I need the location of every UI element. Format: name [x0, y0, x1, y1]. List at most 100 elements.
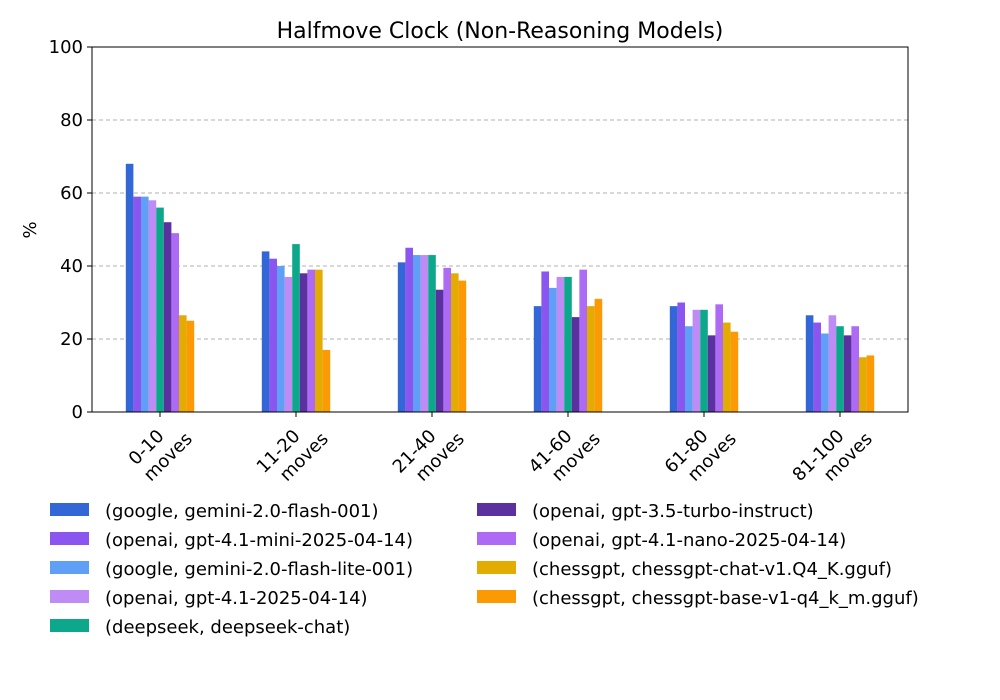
bar — [836, 326, 844, 412]
x-tick-label: 61-80moves — [661, 413, 741, 493]
gridlines — [92, 119, 908, 340]
legend-swatch — [50, 619, 89, 632]
bar — [821, 333, 829, 412]
bar — [594, 298, 603, 412]
y-tick-label: 0 — [72, 402, 83, 423]
bar — [299, 273, 308, 412]
legend-label: (openai, gpt-4.1-nano-2025-04-14) — [532, 530, 846, 551]
bar — [125, 163, 134, 412]
legend-swatch — [477, 561, 516, 574]
bar — [813, 322, 821, 412]
bar — [692, 309, 701, 412]
y-tick-label: 100 — [49, 37, 83, 58]
x-tick-text: 0-10moves — [124, 413, 197, 486]
x-tick-label: 41-60moves — [525, 413, 605, 493]
legend-label: (chessgpt, chessgpt-chat-v1.Q4_K.gguf) — [532, 559, 892, 580]
x-tick-text: 21-40moves — [389, 413, 469, 493]
legend-swatch — [50, 532, 89, 545]
bar — [443, 267, 451, 412]
y-tick-label: 40 — [60, 256, 83, 277]
x-tick-text: 61-80moves — [661, 413, 741, 493]
y-axis-label: % — [20, 221, 41, 238]
x-tick-label: 81-100moves — [789, 413, 877, 501]
y-tick-label: 80 — [60, 110, 83, 131]
bar — [413, 255, 421, 412]
bar — [859, 357, 867, 412]
bars — [125, 163, 875, 412]
legend-label: (openai, gpt-3.5-turbo-instruct) — [532, 501, 814, 522]
bar — [669, 306, 678, 412]
bar — [307, 269, 315, 412]
legend-item: (openai, gpt-4.1-2025-04-14) — [50, 588, 368, 609]
bar — [851, 326, 859, 412]
legend-swatch — [477, 532, 516, 545]
bar — [805, 315, 814, 412]
legend-item: (google, gemini-2.0-flash-001) — [50, 501, 379, 522]
legend-label: (google, gemini-2.0-flash-001) — [105, 501, 379, 522]
legend: (google, gemini-2.0-flash-001) (openai, g… — [50, 501, 919, 638]
legend-swatch — [50, 561, 89, 574]
bar — [269, 258, 277, 412]
bar — [579, 269, 587, 412]
legend-label: (deepseek, deepseek-chat) — [105, 617, 350, 638]
bar — [315, 269, 323, 412]
plot-frame — [91, 46, 909, 413]
bar — [828, 315, 837, 412]
x-tick-label: 21-40moves — [389, 413, 469, 493]
x-tick-text: 11-20moves — [253, 413, 333, 493]
bar — [261, 251, 270, 412]
legend-label: (openai, gpt-4.1-2025-04-14) — [105, 588, 368, 609]
bar — [730, 331, 739, 412]
bar — [700, 309, 708, 412]
bar — [179, 315, 187, 412]
bar — [707, 335, 716, 412]
legend-item: (openai, gpt-4.1-mini-2025-04-14) — [50, 530, 413, 551]
bar — [564, 276, 572, 412]
bar — [435, 289, 444, 412]
legend-label: (google, gemini-2.0-flash-lite-001) — [105, 559, 413, 580]
legend-label: (chessgpt, chessgpt-base-v1-q4_k_m.gguf) — [532, 588, 919, 609]
legend-swatch — [477, 503, 516, 516]
bar — [866, 355, 875, 412]
bar — [277, 266, 285, 412]
x-tick-label: 0-10moves — [124, 413, 197, 486]
legend-item: (openai, gpt-3.5-turbo-instruct) — [477, 501, 814, 522]
bar — [284, 276, 293, 412]
bar — [677, 302, 685, 412]
bar — [541, 271, 549, 412]
axes — [87, 46, 909, 417]
y-tick-label: 60 — [60, 183, 83, 204]
bar — [451, 273, 459, 412]
bar — [322, 349, 331, 412]
bar — [148, 200, 157, 412]
legend-item: (openai, gpt-4.1-nano-2025-04-14) — [477, 530, 846, 551]
bar — [685, 326, 693, 412]
bar — [171, 233, 179, 412]
x-tick-text: 41-60moves — [525, 413, 605, 493]
x-tick-label: 11-20moves — [253, 413, 333, 493]
x-tick-text: 81-100moves — [789, 413, 877, 501]
bar — [715, 304, 723, 412]
bar — [397, 262, 406, 412]
legend-item: (deepseek, deepseek-chat) — [50, 617, 350, 638]
legend-item: (google, gemini-2.0-flash-lite-001) — [50, 559, 413, 580]
legend-item: (chessgpt, chessgpt-base-v1-q4_k_m.gguf) — [477, 588, 919, 609]
bar — [405, 247, 413, 412]
bar — [571, 317, 580, 412]
bar — [843, 335, 852, 412]
bar — [458, 280, 467, 412]
y-tick-label: 20 — [60, 329, 83, 350]
bar — [163, 222, 172, 412]
bar — [186, 320, 195, 412]
bar — [133, 196, 141, 412]
bar — [428, 255, 436, 412]
legend-label: (openai, gpt-4.1-mini-2025-04-14) — [105, 530, 413, 551]
bar — [723, 322, 731, 412]
bar — [141, 196, 149, 412]
bar — [533, 306, 542, 412]
bar — [587, 306, 595, 412]
bar — [292, 244, 300, 412]
legend-swatch — [50, 503, 89, 516]
legend-swatch — [50, 590, 89, 603]
